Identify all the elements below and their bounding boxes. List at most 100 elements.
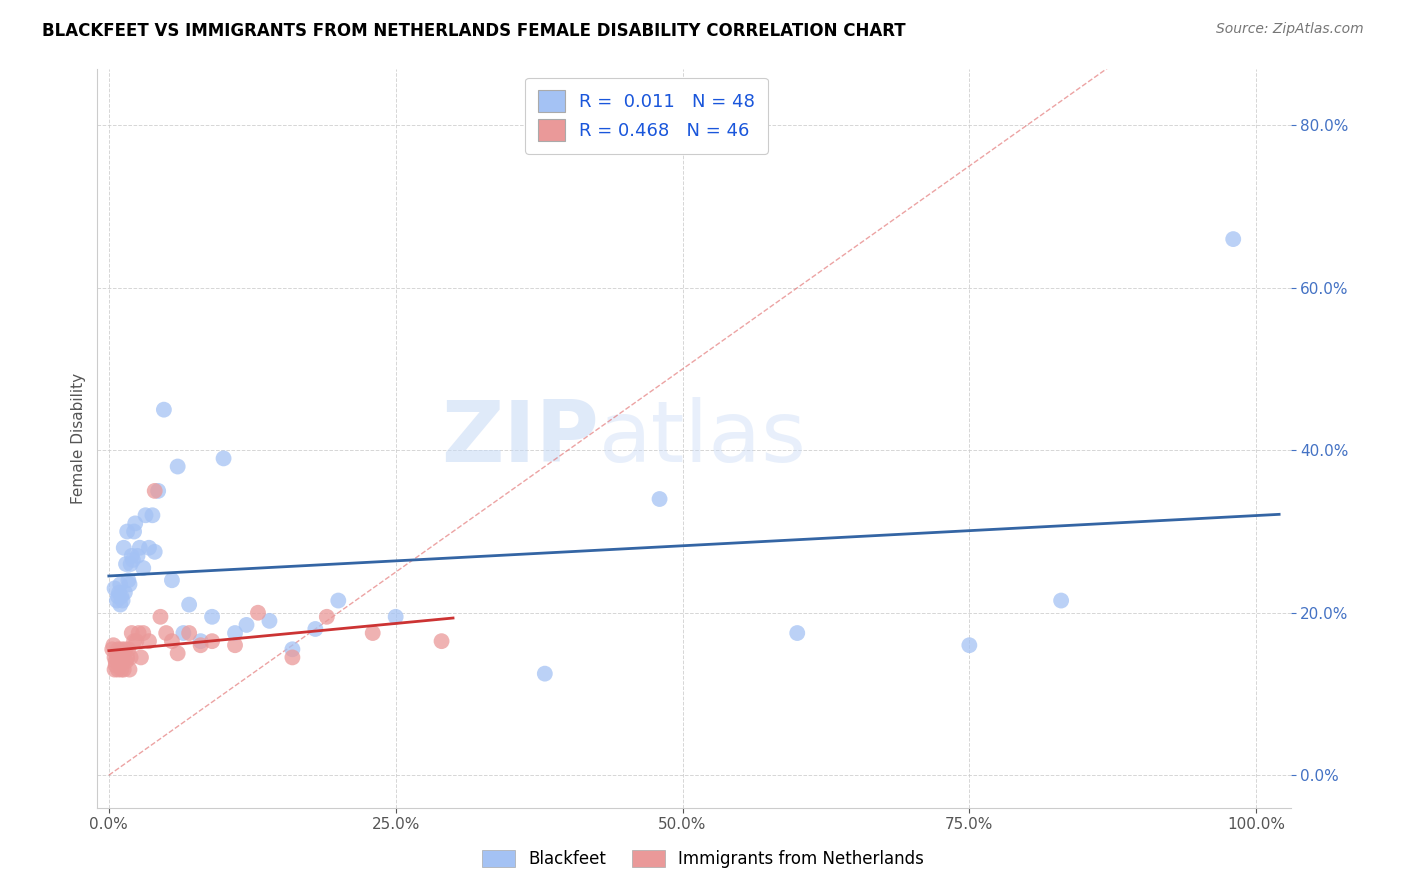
Point (1050, 593, 1073, 607)
Point (224, 626, 246, 640)
Point (103, 650, 125, 665)
Point (138, 634, 160, 648)
Point (115, 650, 138, 665)
Point (135, 508, 157, 523)
Point (117, 573, 139, 587)
Point (190, 634, 212, 648)
Point (127, 549, 149, 563)
Point (166, 646, 188, 660)
Point (533, 666, 555, 681)
Text: ZIP: ZIP (440, 397, 599, 480)
Point (110, 646, 132, 660)
Point (111, 593, 134, 607)
Point (212, 451, 235, 466)
Point (166, 459, 188, 474)
Point (112, 541, 135, 555)
Point (179, 598, 201, 612)
Point (122, 524, 145, 539)
Point (201, 634, 224, 648)
Point (125, 634, 148, 648)
Point (110, 590, 132, 604)
Point (179, 626, 201, 640)
Point (107, 663, 129, 677)
Point (104, 658, 127, 673)
Point (129, 650, 152, 665)
Point (361, 626, 384, 640)
Point (281, 650, 304, 665)
Point (107, 642, 129, 657)
Point (103, 582, 125, 596)
Point (118, 663, 141, 677)
Point (246, 606, 269, 620)
Point (149, 609, 172, 624)
Point (235, 618, 257, 632)
Point (120, 557, 142, 571)
Point (201, 609, 224, 624)
Point (328, 593, 350, 607)
Point (122, 634, 145, 648)
Point (143, 545, 166, 559)
Point (118, 577, 141, 591)
Point (110, 577, 132, 591)
Point (160, 634, 183, 648)
Point (957, 638, 980, 652)
Y-axis label: Female Disability: Female Disability (72, 373, 86, 504)
Point (108, 655, 131, 669)
Point (281, 642, 304, 657)
Legend: R =  0.011   N = 48, R = 0.468   N = 46: R = 0.011 N = 48, R = 0.468 N = 46 (524, 78, 768, 154)
Point (111, 655, 134, 669)
Point (115, 524, 138, 539)
Point (141, 508, 163, 523)
Point (648, 491, 671, 506)
Point (110, 663, 132, 677)
Point (172, 626, 194, 640)
Point (110, 598, 132, 612)
Point (110, 658, 132, 673)
Point (105, 650, 128, 665)
Point (121, 549, 143, 563)
Point (1222, 232, 1244, 246)
Text: atlas: atlas (599, 397, 807, 480)
Point (103, 638, 125, 652)
Point (143, 483, 166, 498)
Point (128, 626, 150, 640)
Point (384, 609, 406, 624)
Point (124, 516, 146, 531)
Point (120, 650, 142, 665)
Point (132, 561, 155, 575)
Point (111, 650, 134, 665)
Legend: Blackfeet, Immigrants from Netherlands: Blackfeet, Immigrants from Netherlands (475, 843, 931, 875)
Point (430, 634, 453, 648)
Point (117, 642, 139, 657)
Point (224, 638, 246, 652)
Point (128, 541, 150, 555)
Point (112, 663, 135, 677)
Point (121, 626, 143, 640)
Point (190, 638, 212, 652)
Point (101, 642, 124, 657)
Point (110, 642, 132, 657)
Point (315, 609, 337, 624)
Text: BLACKFEET VS IMMIGRANTS FROM NETHERLANDS FEMALE DISABILITY CORRELATION CHART: BLACKFEET VS IMMIGRANTS FROM NETHERLANDS… (42, 22, 905, 40)
Point (138, 541, 160, 555)
Point (155, 626, 177, 640)
Point (114, 642, 136, 657)
Text: Source: ZipAtlas.com: Source: ZipAtlas.com (1216, 22, 1364, 37)
Point (114, 585, 136, 599)
Point (104, 655, 127, 669)
Point (304, 622, 326, 636)
Point (107, 590, 129, 604)
Point (115, 655, 138, 669)
Point (259, 614, 281, 628)
Point (105, 646, 128, 660)
Point (122, 553, 145, 567)
Point (153, 402, 176, 417)
Point (108, 585, 131, 599)
Point (786, 626, 808, 640)
Point (108, 650, 131, 665)
Point (160, 573, 183, 587)
Point (103, 663, 125, 677)
Point (146, 483, 169, 498)
Point (132, 626, 155, 640)
Point (115, 557, 138, 571)
